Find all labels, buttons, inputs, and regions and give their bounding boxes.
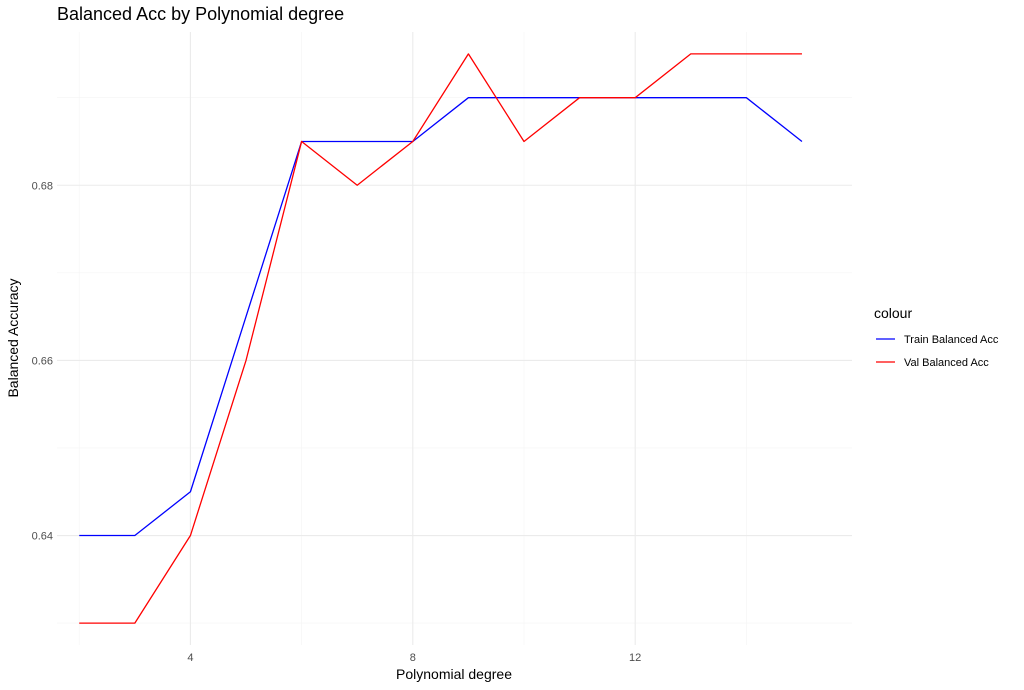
x-tick-label: 12 [629, 652, 641, 664]
minor-gridlines [57, 32, 852, 645]
chart-title: Balanced Acc by Polynomial degree [57, 4, 344, 24]
legend: colour Train Balanced Acc Val Balanced Ac… [874, 305, 999, 369]
x-tick-label: 8 [410, 652, 416, 664]
x-axis-tick-labels: 4 8 12 [187, 652, 641, 664]
y-tick-label: 0.68 [32, 180, 53, 192]
x-tick-label: 4 [187, 652, 193, 664]
legend-title: colour [874, 305, 912, 321]
y-axis-tick-labels: 0.64 0.66 0.68 [32, 180, 53, 542]
y-tick-label: 0.64 [32, 531, 53, 543]
legend-label-1: Val Balanced Acc [904, 357, 989, 369]
series-line-0 [79, 97, 803, 537]
legend-items: Train Balanced Acc Val Balanced Acc [876, 334, 999, 369]
y-axis-title: Balanced Accuracy [5, 278, 21, 397]
series-line-1 [79, 53, 802, 624]
x-axis-title: Polynomial degree [396, 666, 512, 682]
major-gridlines [57, 32, 852, 645]
legend-label-0: Train Balanced Acc [904, 334, 999, 346]
series-lines [79, 53, 803, 624]
y-tick-label: 0.66 [32, 355, 53, 367]
